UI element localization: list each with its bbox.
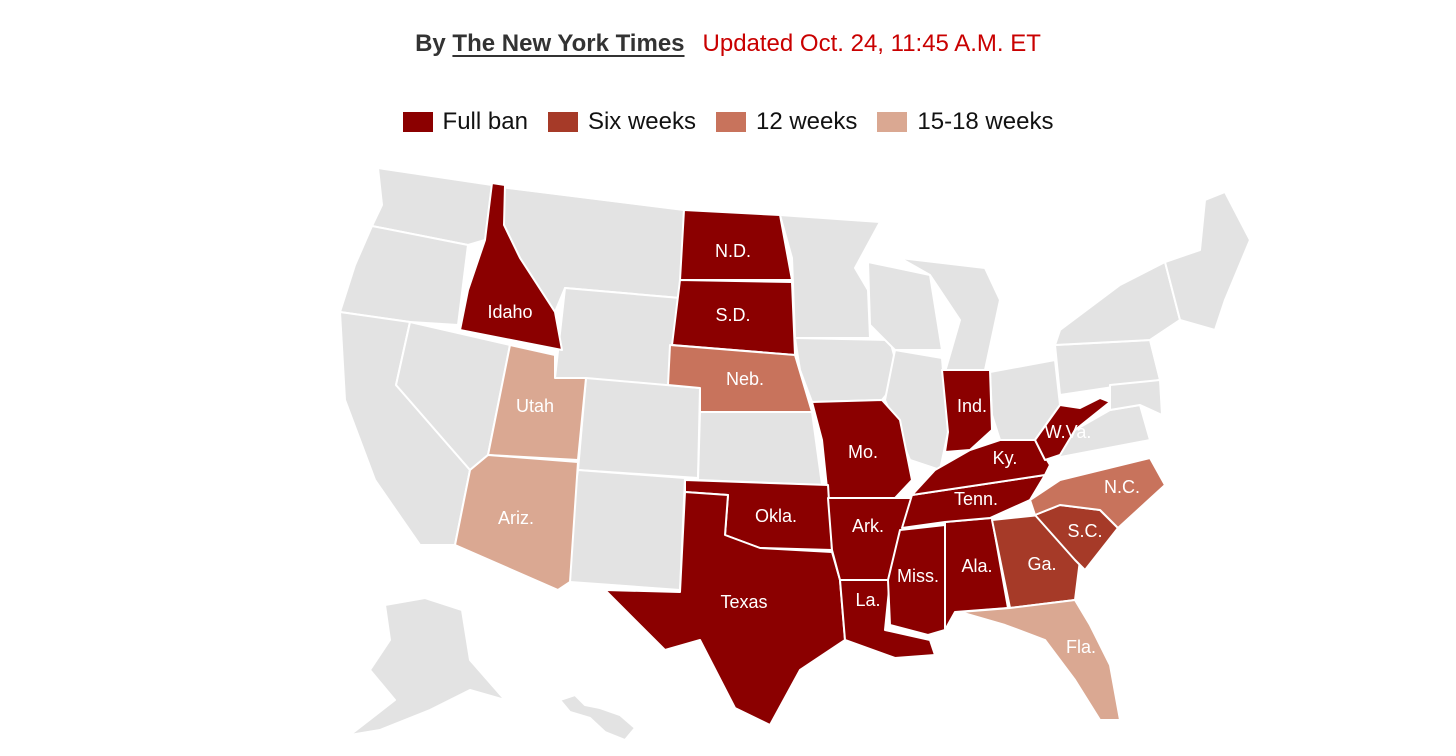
state-minnesota[interactable]: [779, 214, 881, 339]
legend-label-full-ban: Full ban: [442, 108, 528, 135]
legend-item-full-ban: Full ban: [402, 108, 528, 136]
state-oregon[interactable]: [339, 225, 469, 326]
legend-label-15-18-weeks: 15-18 weeks: [917, 108, 1054, 135]
state-hawaii[interactable]: [559, 694, 636, 741]
label-arkansas: Ark.: [852, 516, 884, 536]
label-indiana: Ind.: [957, 396, 987, 416]
state-wisconsin[interactable]: [867, 261, 943, 351]
state-nebraska[interactable]: [667, 344, 813, 413]
label-north-carolina: N.C.: [1104, 477, 1140, 497]
legend-label-six-weeks: Six weeks: [587, 108, 696, 135]
author-link[interactable]: The New York Times: [452, 30, 685, 57]
state-missouri[interactable]: [811, 399, 913, 499]
legend-item-12-weeks: 12 weeks: [715, 108, 858, 136]
state-indiana[interactable]: [941, 369, 993, 453]
map-legend: Full ban Six weeks 12 weeks 15-18 weeks: [0, 108, 1456, 136]
state-north-dakota[interactable]: [679, 209, 793, 281]
label-south-dakota: S.D.: [715, 305, 750, 325]
state-texas[interactable]: [604, 491, 846, 726]
state-wyoming[interactable]: [554, 287, 681, 391]
state-new-england[interactable]: [1164, 191, 1251, 331]
label-idaho: Idaho: [487, 302, 532, 322]
legend-swatch-12-weeks: [715, 112, 746, 132]
state-idaho[interactable]: [459, 182, 563, 351]
legend-swatch-full-ban: [402, 112, 433, 132]
state-kansas[interactable]: [697, 411, 823, 486]
label-louisiana: La.: [855, 590, 880, 610]
legend-item-six-weeks: Six weeks: [547, 108, 696, 136]
state-west-virginia[interactable]: [1034, 397, 1111, 461]
state-north-carolina[interactable]: [1029, 457, 1166, 529]
legend-swatch-six-weeks: [547, 112, 578, 132]
legend-swatch-15-18-weeks: [877, 112, 908, 132]
label-tennessee: Tenn.: [954, 489, 998, 509]
label-kentucky: Ky.: [993, 448, 1018, 468]
label-texas: Texas: [720, 592, 767, 612]
state-arizona[interactable]: [454, 454, 579, 591]
label-florida: Fla.: [1066, 637, 1096, 657]
byline-prefix: By: [415, 30, 446, 57]
legend-label-12-weeks: 12 weeks: [755, 108, 858, 135]
label-mississippi: Miss.: [897, 566, 939, 586]
no-ban-states: [339, 167, 1251, 741]
state-colorado[interactable]: [577, 377, 701, 479]
label-utah: Utah: [516, 396, 554, 416]
label-missouri: Mo.: [848, 442, 878, 462]
label-arizona: Ariz.: [498, 508, 534, 528]
legend-item-15-18-weeks: 15-18 weeks: [877, 108, 1053, 136]
label-nebraska: Neb.: [726, 369, 764, 389]
state-alaska[interactable]: [349, 597, 506, 736]
label-alabama: Ala.: [961, 556, 992, 576]
state-iowa[interactable]: [794, 337, 901, 403]
label-south-carolina: S.C.: [1067, 521, 1102, 541]
byline-author: By The New York Times: [415, 30, 684, 58]
label-west-virginia: W.Va.: [1045, 422, 1092, 442]
updated-timestamp: Updated Oct. 24, 11:45 A.M. ET: [702, 30, 1041, 57]
restricted-states: [454, 182, 1166, 726]
label-oklahoma: Okla.: [755, 506, 797, 526]
label-georgia: Ga.: [1027, 554, 1056, 574]
byline: By The New York Times Updated Oct. 24, 1…: [0, 30, 1456, 58]
label-north-dakota: N.D.: [715, 241, 751, 261]
state-florida[interactable]: [959, 599, 1121, 721]
state-labels: Idaho N.D. S.D. Neb. Utah Ariz. Mo. Okla…: [487, 241, 1140, 657]
state-new-york[interactable]: [1054, 261, 1181, 346]
state-maryland-delaware[interactable]: [1109, 379, 1163, 416]
